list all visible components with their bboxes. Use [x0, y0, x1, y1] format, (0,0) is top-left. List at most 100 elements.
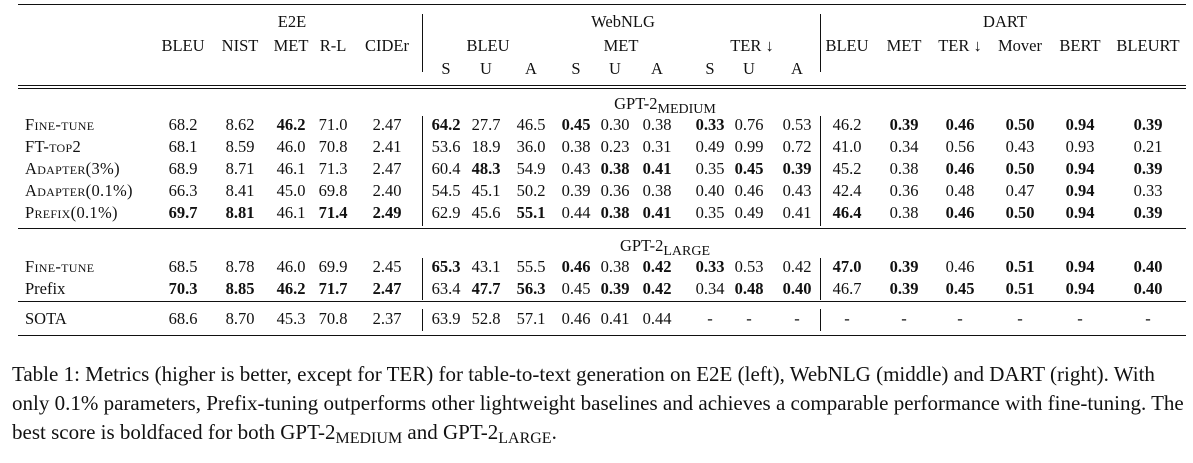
table-cell: 0.33: [695, 115, 725, 134]
table-cell: 0.33: [695, 257, 725, 276]
table-cell: 0.94: [1065, 115, 1095, 134]
section-title-sub: LARGE: [663, 244, 711, 259]
table-cell: 18.9: [471, 137, 501, 156]
vsep-webnlg-dart-header: [820, 14, 821, 72]
table-cell: 0.43: [1005, 137, 1035, 156]
table-cell: 69.9: [318, 257, 348, 276]
table-cell: 0.99: [734, 137, 764, 156]
dart-metric-header: BLEURT: [1116, 36, 1180, 55]
table-cell: 2.47: [372, 159, 402, 178]
dart-metric-header: Mover: [998, 36, 1042, 55]
table-cell: 46.0: [276, 137, 306, 156]
section-title: GPT-2LARGE: [620, 236, 710, 262]
vsep-e2e-webnlg: [422, 258, 423, 300]
group-header-dart: DART: [983, 12, 1027, 31]
table-cell: 68.5: [168, 257, 198, 276]
table-cell: 0.42: [782, 257, 812, 276]
table-cell: 48.3: [471, 159, 501, 178]
table-cell: 0.40: [1133, 279, 1163, 298]
table-caption: Table 1: Metrics (higher is better, exce…: [12, 360, 1187, 453]
group-header-webnlg: WebNLG: [591, 12, 655, 31]
table-cell: 63.4: [431, 279, 461, 298]
table-cell: 0.41: [642, 203, 672, 222]
table-cell: 0.39: [1133, 115, 1163, 134]
table-cell: 0.42: [642, 279, 672, 298]
table-cell: 0.38: [600, 203, 630, 222]
table-cell: 55.1: [516, 203, 546, 222]
table-cell: 0.56: [945, 137, 975, 156]
table-cell: 2.37: [372, 309, 402, 328]
table-cell: 53.6: [431, 137, 461, 156]
table-cell: 41.0: [832, 137, 862, 156]
e2e-metric-header: NIST: [221, 36, 259, 55]
table-cell: 0.94: [1065, 279, 1095, 298]
table-cell: 0.39: [561, 181, 591, 200]
table-cell: 0.35: [695, 203, 725, 222]
dart-metric-header: BLEU: [825, 36, 869, 55]
table-cell: 0.40: [1133, 257, 1163, 276]
table-cell: 68.6: [168, 309, 198, 328]
table-cell: 69.7: [168, 203, 198, 222]
table-cell: 0.41: [600, 309, 630, 328]
dart-metric-header: MET: [886, 36, 922, 55]
table-cell: 63.9: [431, 309, 461, 328]
caption-sub-large: LARGE: [498, 430, 552, 447]
table-cell: 0.46: [945, 115, 975, 134]
table-cell: -: [844, 309, 850, 328]
table-cell: 0.36: [600, 181, 630, 200]
table-cell: 45.6: [471, 203, 501, 222]
caption-part-1: Table 1: Metrics (higher is better, exce…: [12, 362, 1155, 415]
table-cell: 0.38: [561, 137, 591, 156]
webnlg-metric-header: TER ↓: [730, 36, 774, 55]
table-cell: 0.38: [889, 203, 919, 222]
table-cell: 68.9: [168, 159, 198, 178]
table-cell: 46.0: [276, 257, 306, 276]
table-cell: 46.4: [832, 203, 862, 222]
row-label: Prefix(0.1%): [25, 203, 118, 222]
row-label: Adapter(3%): [25, 159, 120, 178]
table-cell: 46.7: [832, 279, 862, 298]
table-cell: 68.1: [168, 137, 198, 156]
table-cell: 52.8: [471, 309, 501, 328]
table-cell: -: [794, 309, 800, 328]
table-cell: 0.40: [695, 181, 725, 200]
table-cell: 0.39: [889, 257, 919, 276]
table-cell: 0.39: [782, 159, 812, 178]
table-cell: 0.40: [782, 279, 812, 298]
row-label: Adapter(0.1%): [25, 181, 133, 200]
section-title-main: GPT-2: [619, 236, 664, 255]
caption-part-2: parameters, Prefix-tuning outperforms ot…: [12, 391, 1184, 444]
table-cell: 0.94: [1065, 181, 1095, 200]
dart-metric-header: BERT: [1059, 36, 1101, 55]
section-title-main: GPT-2: [614, 94, 658, 113]
table-cell: 47.7: [471, 279, 501, 298]
table-cell: 0.44: [642, 309, 672, 328]
table-cell: 46.2: [276, 279, 306, 298]
section-rule: [18, 228, 1186, 229]
table-cell: 0.46: [945, 159, 975, 178]
table-cell: 2.41: [372, 137, 402, 156]
table-cell: 0.39: [1133, 159, 1163, 178]
e2e-metric-header: R-L: [319, 36, 347, 55]
table-cell: 0.38: [642, 115, 672, 134]
table-cell: 42.4: [832, 181, 862, 200]
table-cell: 0.33: [1133, 181, 1163, 200]
table-cell: 0.30: [600, 115, 630, 134]
table-cell: 55.5: [516, 257, 546, 276]
table-cell: 46.2: [832, 115, 862, 134]
table-cell: -: [707, 309, 713, 328]
table-cell: 0.76: [734, 115, 764, 134]
table-cell: 0.34: [889, 137, 919, 156]
table-cell: 0.72: [782, 137, 812, 156]
e2e-metric-header: MET: [273, 36, 309, 55]
table-cell: 8.71: [225, 159, 255, 178]
table-cell: 46.5: [516, 115, 546, 134]
table-cell: 0.43: [782, 181, 812, 200]
table-cell: 57.1: [516, 309, 546, 328]
webnlg-subheader: U: [480, 59, 492, 78]
row-label: Fine-tune: [25, 115, 95, 134]
table-cell: 0.35: [695, 159, 725, 178]
table-cell: 0.39: [889, 279, 919, 298]
table-cell: 70.8: [318, 309, 348, 328]
table-cell: 8.70: [225, 309, 255, 328]
